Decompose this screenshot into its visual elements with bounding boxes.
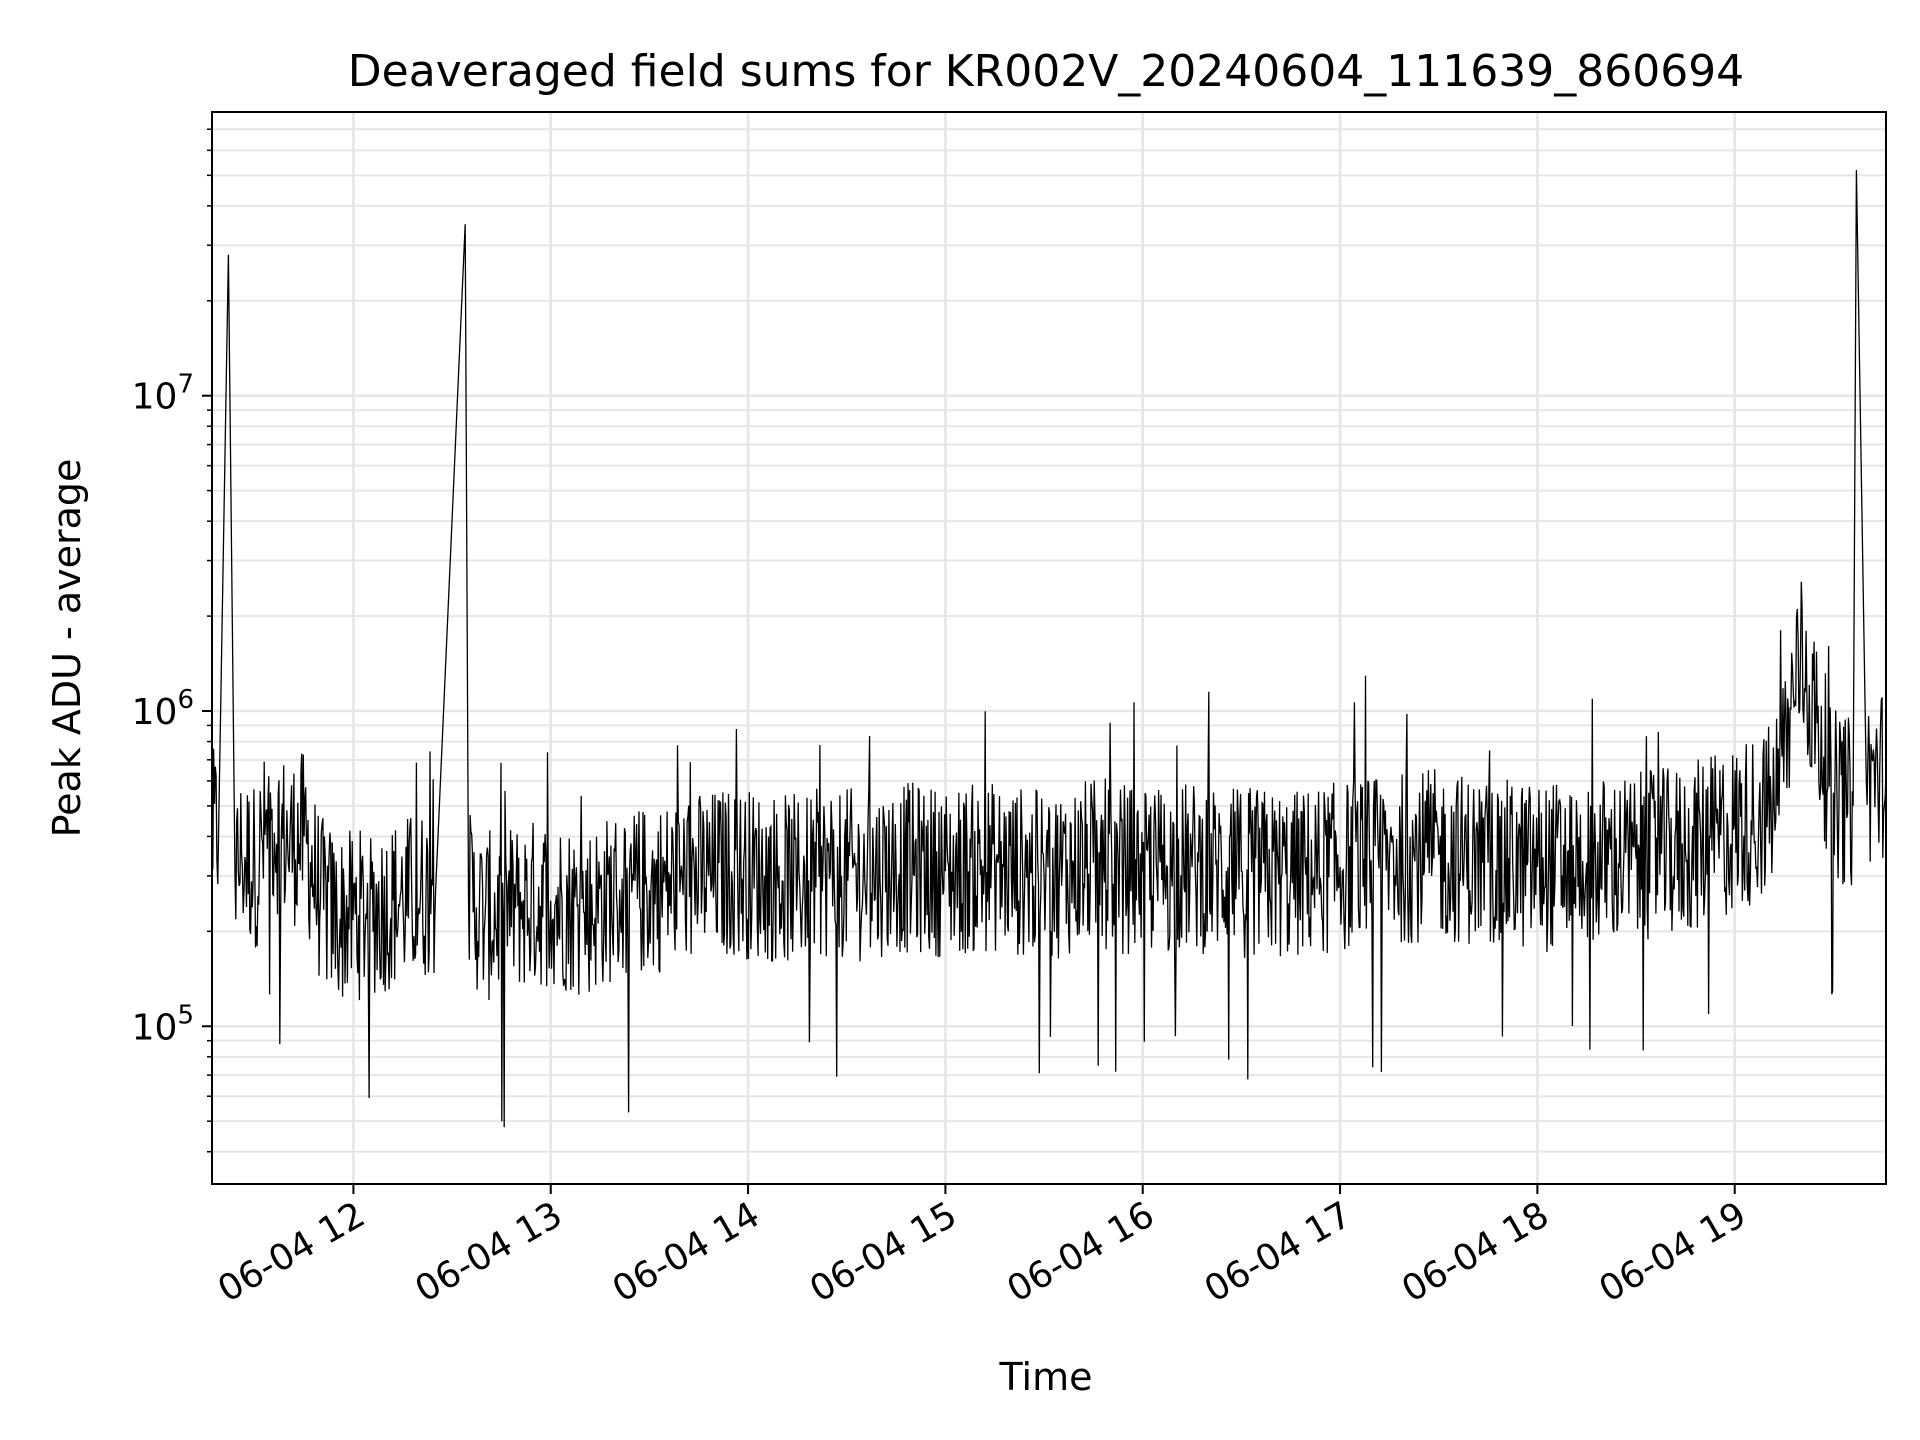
chart-title: Deaveraged field sums for KR002V_2024060… [348, 46, 1744, 97]
plot-frame [211, 111, 1887, 1185]
x-axis-label: Time [999, 1355, 1093, 1399]
y-tick-label: 107 [132, 370, 194, 418]
grid-major [212, 112, 1886, 1184]
y-tick-label: 105 [132, 1000, 194, 1048]
series-line [211, 169, 1887, 1128]
y-tick-label: 106 [132, 685, 194, 733]
grid-minor [212, 128, 1886, 1153]
y-axis-label: Peak ADU - average [45, 459, 89, 838]
line-layer [211, 169, 1887, 1128]
y-axis-ticks: 105 106 107 [132, 128, 212, 1153]
